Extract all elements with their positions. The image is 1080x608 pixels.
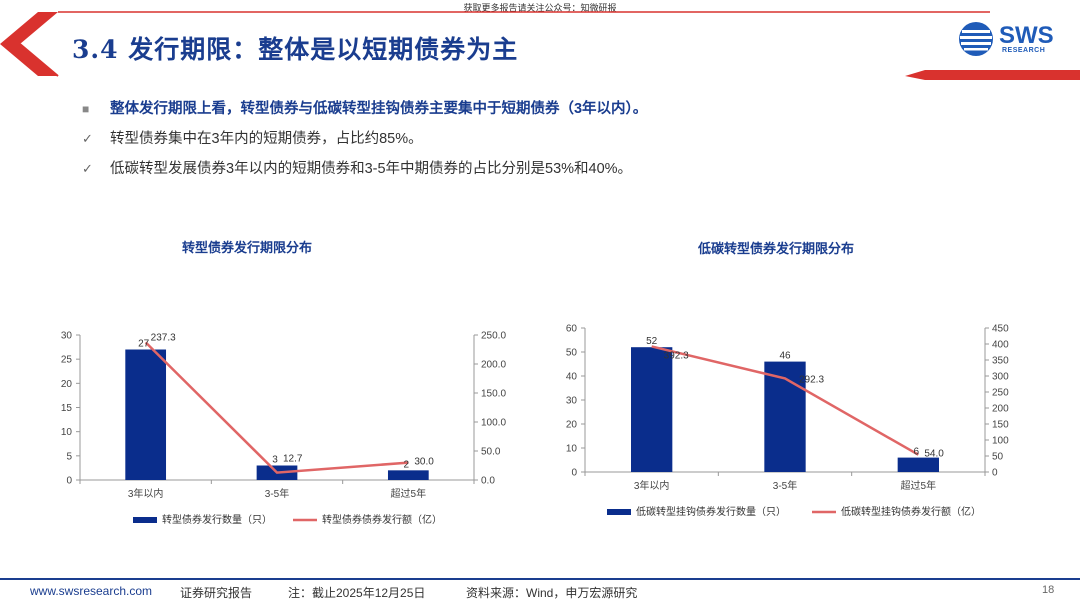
chart0-y-tick-label-left: 20	[61, 379, 73, 390]
chart1-x-tick-label: 3-5年	[773, 479, 797, 492]
chart1-legend-bar-label: 低碳转型挂钩债券发行数量（只）	[636, 505, 786, 518]
chart0-legend-bar-label: 转型债券发行数量（只）	[162, 513, 272, 526]
chart0-y-tick-label-left: 15	[61, 403, 73, 414]
chart0-bar-data-label: 2	[404, 459, 410, 470]
chart1-line-data-label: 292.3	[799, 374, 824, 385]
chart0-y-tick-label-left: 30	[61, 331, 73, 342]
footer: www.swsresearch.com 证券研究报告 注：截止2025年12月2…	[0, 583, 1080, 605]
chart1-y-tick-label-left: 60	[566, 324, 578, 335]
chart1-y-tick-label-right: 150	[992, 420, 1009, 431]
chart1-y-tick-label-right: 100	[992, 436, 1009, 447]
chart1-y-tick-label-left: 30	[566, 396, 578, 407]
chart1-bar	[764, 361, 806, 472]
footer-note: 注：截止2025年12月25日	[288, 586, 426, 600]
sws-logo-icon	[959, 22, 993, 56]
chart1-x-tick-label: 超过5年	[901, 479, 937, 492]
sws-logo: SWS RESEARCH	[958, 21, 1068, 57]
chart0-y-tick-label-right: 100.0	[481, 418, 506, 429]
header-decoration	[0, 11, 1080, 80]
chart-title-left: 转型债券发行期限分布	[182, 240, 313, 255]
footer-divider	[0, 578, 1080, 580]
chart0-line-data-label: 30.0	[414, 457, 434, 468]
chart1-y-tick-label-left: 0	[571, 468, 577, 479]
chart1-x-tick-label: 3年以内	[634, 479, 670, 492]
chart1-y-tick-label-left: 40	[566, 372, 578, 383]
bullet-sub: ✓ 低碳转型发展债券3年以内的短期债券和3-5年中期债券的占比分别是53%和40…	[82, 157, 1042, 187]
chart1-line-data-label: 392.3	[664, 350, 689, 361]
slide-header: 3.4 发行期限：整体是以短期债券为主 SWS RESEARCH	[0, 0, 1080, 85]
chart1-y-tick-label-left: 50	[566, 348, 578, 359]
chart1-y-tick-label-left: 10	[566, 444, 578, 455]
bullet-text: 转型债券集中在3年内的短期债券，占比约85%。	[110, 131, 423, 147]
square-bullet-icon: ■	[82, 102, 90, 116]
chart1-bar-data-label: 6	[914, 447, 920, 458]
chart0-y-tick-label-left: 0	[66, 476, 72, 487]
chart1-y-tick-label-right: 250	[992, 388, 1009, 399]
top-note: 获取更多报告请关注公众号：知微研报	[463, 3, 617, 13]
chart0-bar	[125, 349, 167, 480]
chart1-bar-data-label: 46	[779, 351, 791, 362]
page-number: 18	[1042, 584, 1055, 596]
chart1-y-tick-label-right: 400	[992, 340, 1009, 351]
chart1-bar	[897, 457, 939, 472]
chart0-line-data-label: 237.3	[151, 332, 176, 343]
chart1-y-tick-label-right: 450	[992, 324, 1009, 335]
chart1-y-tick-label-right: 0	[992, 468, 998, 479]
bullet-text: 低碳转型发展债券3年以内的短期债券和3-5年中期债券的占比分别是53%和40%。	[110, 161, 633, 177]
logo-wordmark: SWS	[999, 22, 1054, 49]
chart0-line-series	[144, 341, 409, 474]
page-title: 3.4 发行期限：整体是以短期债券为主	[72, 35, 519, 64]
footer-report-type: 证券研究报告	[180, 586, 253, 600]
chart1-bar	[631, 347, 673, 472]
chart0-y-tick-label-right: 200.0	[481, 360, 506, 371]
logo-subtext: RESEARCH	[1002, 47, 1046, 54]
chart0-bar-data-label: 3	[272, 455, 278, 466]
chart0-y-tick-label-right: 250.0	[481, 331, 506, 342]
chart0-legend-bar-swatch	[133, 517, 157, 523]
chart0-y-tick-label-left: 10	[61, 427, 73, 438]
bullet-list: ■ 整体发行期限上看，转型债券与低碳转型挂钩债券主要集中于短期债券（3年以内）。…	[82, 97, 1042, 187]
chart0-y-tick-label-right: 150.0	[481, 389, 506, 400]
bullet-main: ■ 整体发行期限上看，转型债券与低碳转型挂钩债券主要集中于短期债券（3年以内）。	[82, 97, 1042, 127]
footer-website-link[interactable]: www.swsresearch.com	[30, 584, 153, 598]
check-icon: ✓	[82, 131, 93, 146]
bullet-sub: ✓ 转型债券集中在3年内的短期债券，占比约85%。	[82, 127, 1042, 157]
chart0-y-tick-label-right: 0.0	[481, 476, 495, 487]
bullet-text: 整体发行期限上看，转型债券与低碳转型挂钩债券主要集中于短期债券（3年以内）。	[110, 101, 648, 117]
chart0-x-tick-label: 3年以内	[128, 487, 164, 500]
chart1-y-tick-label-left: 20	[566, 420, 578, 431]
chart0-y-tick-label-left: 5	[66, 451, 72, 462]
chart-title-right: 低碳转型债券发行期限分布	[698, 241, 855, 256]
chart0-line-data-label: 12.7	[283, 454, 303, 465]
footer-source: 资料来源：Wind，申万宏源研究	[466, 586, 638, 600]
chart1-legend-line-label: 低碳转型挂钩债券发行额（亿）	[841, 505, 981, 518]
chart0-x-tick-label: 超过5年	[391, 487, 427, 500]
chart1-bar-data-label: 52	[646, 336, 658, 347]
chart0-bar	[387, 470, 429, 480]
chart0-bar-data-label: 27	[138, 339, 150, 350]
chart1-line-series	[651, 345, 919, 456]
chart0-x-tick-label: 3-5年	[265, 487, 289, 500]
chart0-y-tick-label-right: 50.0	[481, 447, 501, 458]
chart1-y-tick-label-right: 350	[992, 356, 1009, 367]
check-icon: ✓	[82, 161, 93, 176]
chart1-line-data-label: 54.0	[924, 449, 944, 460]
chart1-y-tick-label-right: 200	[992, 404, 1009, 415]
chart1-legend-bar-swatch	[607, 509, 631, 515]
chart1-y-tick-label-right: 300	[992, 372, 1009, 383]
chart0-legend-line-label: 转型债券债券发行额（亿）	[322, 513, 442, 526]
chart1-y-tick-label-right: 50	[992, 452, 1004, 463]
chart0-y-tick-label-left: 25	[61, 355, 73, 366]
